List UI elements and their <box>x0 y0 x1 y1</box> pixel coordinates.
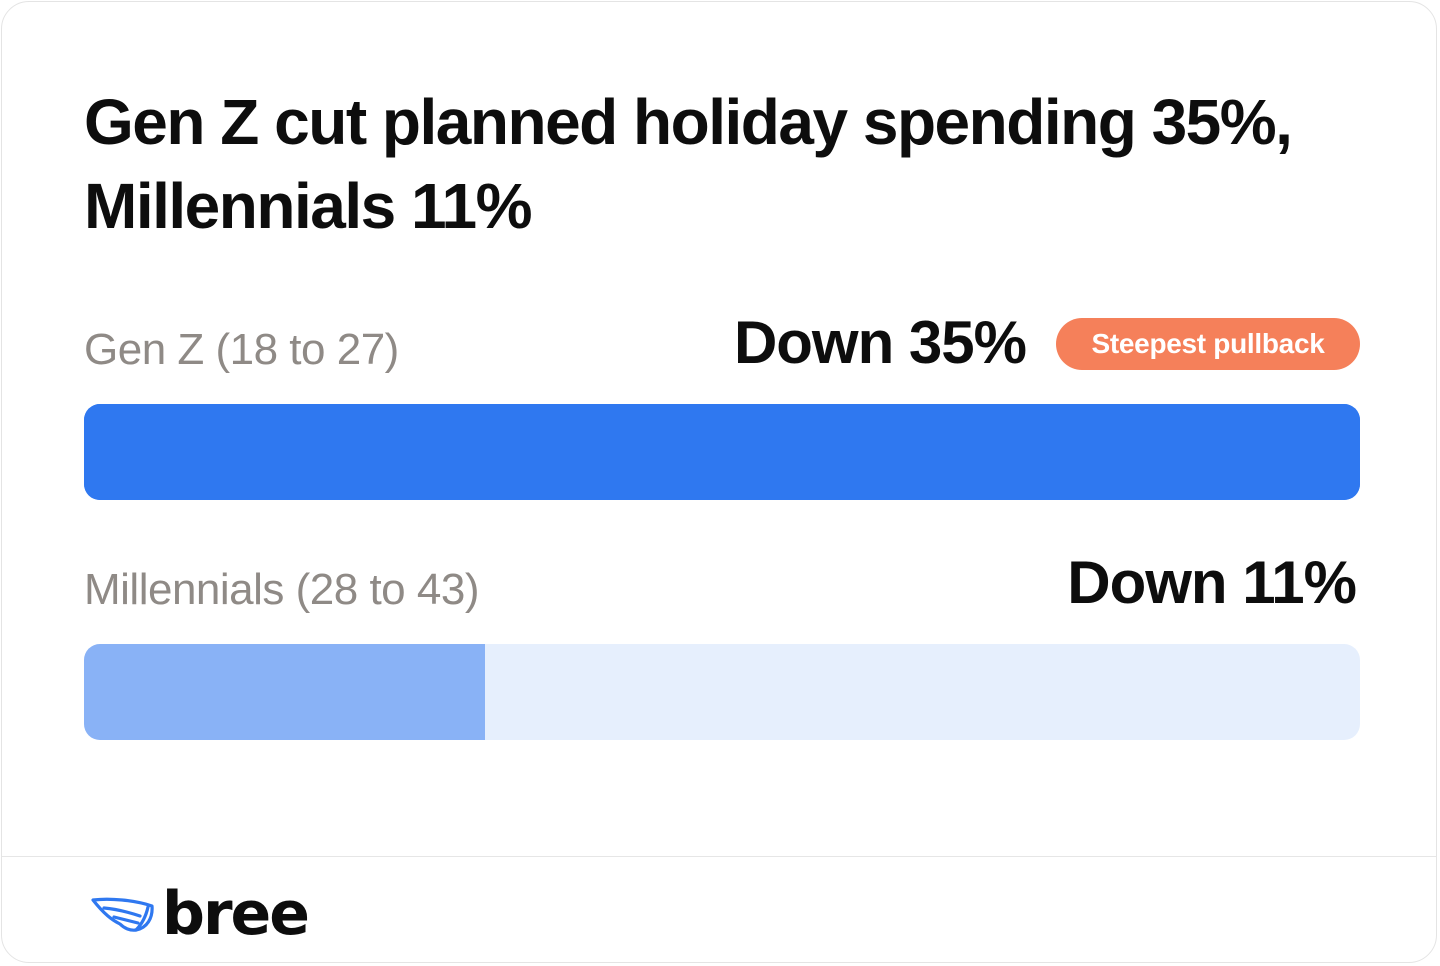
bar-track-millennials <box>84 644 1360 740</box>
wing-icon <box>90 890 156 939</box>
bar-track-gen-z <box>84 404 1360 500</box>
bar-label-millennials: Millennials (28 to 43) <box>84 565 479 614</box>
logo-wordmark: bree <box>162 879 310 949</box>
bar-gen-z <box>84 404 1360 500</box>
bar-millennials <box>84 644 486 740</box>
bar-label-gen-z: Gen Z (18 to 27) <box>84 325 399 374</box>
footer-divider <box>2 856 1436 857</box>
chart-title: Gen Z cut planned holiday spending 35%, … <box>84 86 1293 242</box>
bar-value-label-gen-z: Down 35% <box>733 309 1027 376</box>
bar-value-label-millennials: Down 11% <box>1067 549 1357 616</box>
steepest-pullback-badge: Steepest pullback <box>1056 318 1360 370</box>
bree-logo: bree <box>90 879 310 949</box>
